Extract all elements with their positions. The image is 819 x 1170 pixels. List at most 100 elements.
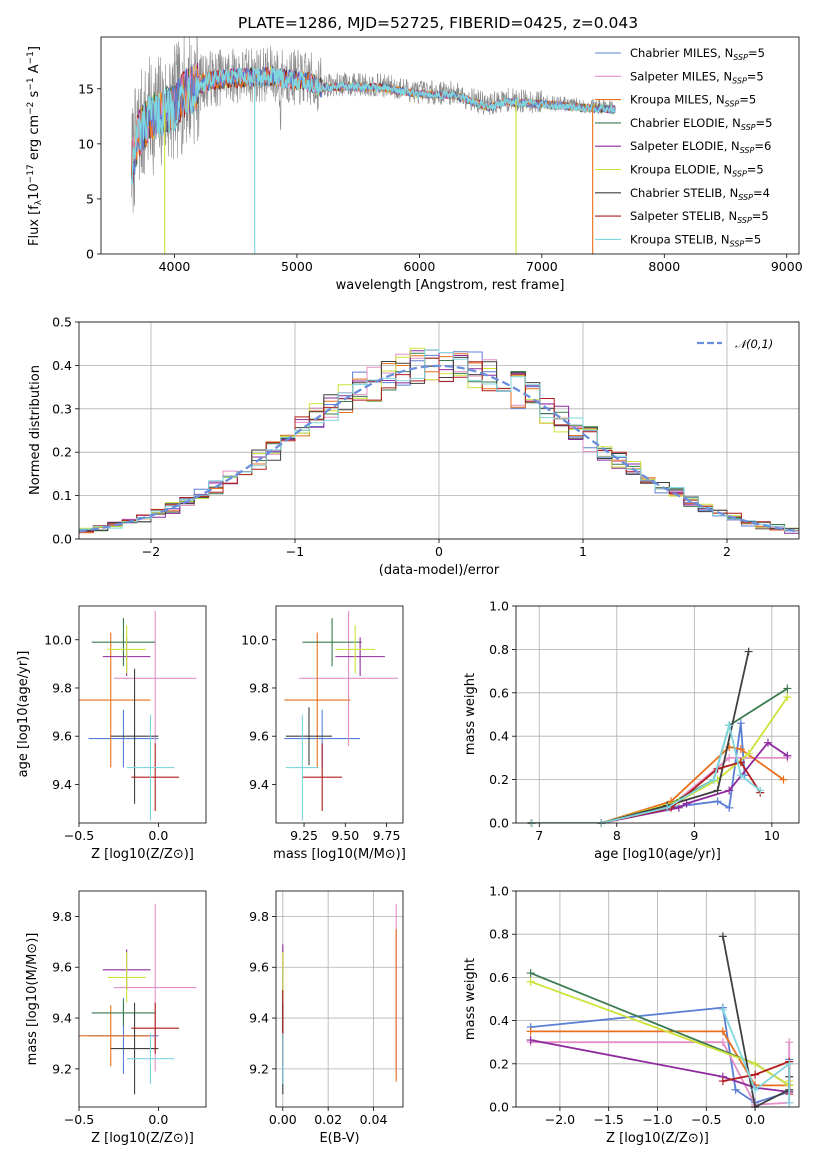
weight-line-5 [530,980,791,1088]
x-tick-label: 2 [723,544,731,559]
weight-marker [725,721,734,730]
weight-line-7 [531,761,761,823]
x-tick-label: 6000 [403,259,435,274]
legend-sub: SSP [732,76,747,85]
weight-marker [682,799,691,808]
y-tick-label: 0.0 [52,532,72,547]
x-tick-label: 0.0 [745,1112,765,1127]
weight-marker [713,786,722,795]
weight-marker [718,1005,727,1014]
y-tick-label: 0.2 [489,1056,509,1071]
weight-marker [725,753,734,762]
y-tick-label: 0.4 [489,729,509,744]
weight-line-4 [601,741,788,823]
observed-spectrum [131,37,616,213]
y-tick-label: 0.8 [489,642,509,657]
y-tick-label: 0.6 [489,685,509,700]
legend-nssp: =5 [739,93,756,107]
y-tick-label: 0.0 [489,1100,509,1115]
legend-label: Chabrier MILES, NSSP=5 [630,46,765,62]
weight-marker [725,803,734,812]
weight-line-8 [722,1009,791,1103]
x-tick-label: 9.25 [290,828,318,843]
model-spectrum-0 [131,64,616,180]
axes-frame [78,890,207,1108]
y-label-part: A [27,64,42,77]
weight-line-6 [722,936,791,1107]
y-tick-label: 9.8 [249,680,269,695]
axes-weight-vs-Z: −2.0 −1.5 −1.0 −0.5 0.0 0.0 0.2 0.4 0.6 0.8 1.0 Z [… [463,884,800,1146]
legend-label: Salpeter MILES, NSSP=5 [630,69,764,85]
x-tick-label: 0.04 [360,1112,388,1127]
weight-line-4 [530,1039,790,1093]
weight-line-3 [530,972,791,1092]
y-tick-label: 9.8 [249,909,269,924]
y-tick-label: 9.4 [52,777,72,792]
legend-nssp: =5 [747,163,764,177]
axes-frame [275,605,404,824]
axes-age-vs-Z: −0.5 0.0 9.4 9.6 9.8 10.0 Z [log10(Z/Z⊙)] age [… [16,605,207,862]
weight-marker [751,1085,760,1094]
y-tick-label: 0.8 [489,927,509,942]
y-label-sup: −1 [26,51,36,64]
x-tick-label: −1 [286,544,304,559]
weight-marker [718,1077,727,1086]
legend-label: Salpeter STELIB, NSSP=5 [630,209,769,225]
legend-nssp: =5 [747,69,764,83]
weight-marker [526,977,535,986]
y-tick-label: 9.4 [52,1011,72,1026]
legend-model-name: Kroupa ELODIE, N [630,163,732,177]
x-axis-label: wavelength [Angstrom, rest frame] [336,278,565,293]
weight-marker [783,751,792,760]
weight-marker [718,1038,727,1047]
legend: Chabrier MILES, NSSP=5 Salpeter MILES, NS… [595,46,772,248]
y-tick-label: 0.6 [489,970,509,985]
weight-marker [736,745,745,754]
x-tick-label: 7 [535,828,543,843]
legend-model-name: Chabrier STELIB, N [630,186,738,200]
weight-line-6 [531,651,750,823]
axes-mass-vs-EBV: 0.00 0.02 0.04 9.2 9.4 9.6 9.8 E(B-V) [249,890,404,1146]
legend-model-name: Salpeter ELODIE, N [630,139,740,153]
axes-age-vs-mass: 9.25 9.50 9.75 9.4 9.6 9.8 10.0 mass [log10(M/M… [241,605,406,862]
axes-frame [78,605,207,824]
y-tick-label: 0.4 [489,1013,509,1028]
y-tick-label: 9.8 [52,680,72,695]
x-tick-label: 0.02 [314,1112,342,1127]
y-tick-label: 0.5 [52,315,72,330]
weight-line-1 [531,757,788,823]
legend-label: Kroupa ELODIE, NSSP=5 [630,163,764,179]
y-tick-label: 0 [86,247,94,262]
y-tick-label: 0.1 [52,488,72,503]
y-axis-label: Normed distribution [28,365,43,495]
legend-sub: SSP [738,193,753,202]
legend-label: Kroupa STELIB, NSSP=5 [630,232,761,248]
weight-marker [736,719,745,728]
weight-marker [736,771,745,780]
legend-sub: SSP [737,216,752,225]
weight-marker [718,1027,727,1036]
y-tick-label: 9.6 [249,729,269,744]
weight-marker [783,693,792,702]
x-tick-label: −2 [142,544,160,559]
weight-marker [709,775,718,784]
legend-nssp: =5 [744,232,761,246]
legend-nssp: =5 [752,209,769,223]
x-tick-label: 7000 [526,259,558,274]
weight-marker [526,1027,535,1036]
y-label-part: Flux [f [27,205,42,246]
legend-model-name: Salpeter STELIB, N [630,209,737,223]
x-tick-label: −1.0 [642,1112,672,1127]
y-tick-label: 10.0 [241,632,269,647]
x-tick-label: −2.0 [545,1112,575,1127]
axes-frame [515,605,800,824]
y-tick-label: 9.2 [52,1061,72,1076]
y-axis-label: mass weight [463,958,478,1040]
y-label-part: ] [27,46,42,51]
model-spectrum-8 [130,67,616,185]
weight-marker [663,803,672,812]
legend-label: Salpeter ELODIE, NSSP=6 [630,139,771,155]
weight-marker [785,1059,794,1068]
x-axis-label: Z [log10(Z/Z⊙)] [606,1131,709,1146]
